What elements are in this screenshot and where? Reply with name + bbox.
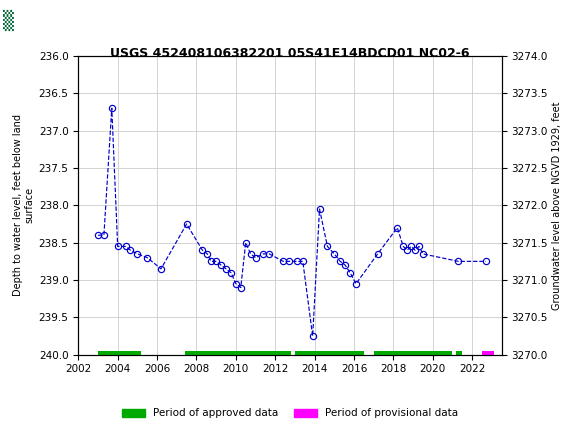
Legend: Period of approved data, Period of provisional data: Period of approved data, Period of provi… — [118, 404, 462, 423]
Text: ▒: ▒ — [3, 9, 15, 31]
Y-axis label: Groundwater level above NGVD 1929, feet: Groundwater level above NGVD 1929, feet — [552, 101, 562, 310]
Bar — [3, 3, 52, 37]
Text: USGS: USGS — [19, 12, 66, 28]
Y-axis label: Depth to water level, feet below land
surface: Depth to water level, feet below land su… — [13, 114, 35, 296]
Text: USGS 452408106382201 05S41E14BDCD01 NC02-6: USGS 452408106382201 05S41E14BDCD01 NC02… — [110, 47, 470, 60]
